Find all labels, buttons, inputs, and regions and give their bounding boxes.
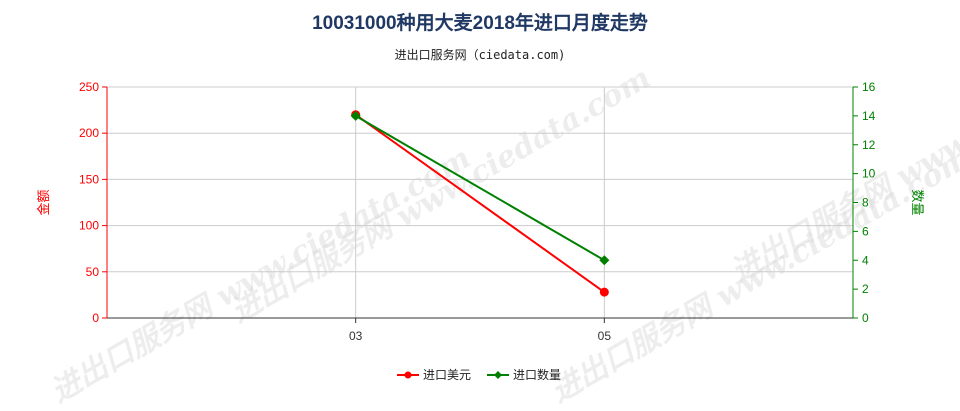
data-point xyxy=(350,110,361,121)
chart-area: 0 50 100 150 200 250 0 2 4 6 8 10 12 14 16 03 05 金额 数量进口美元… xyxy=(36,80,924,382)
chart-title: 10031000种用大麦2018年进口月度走势 xyxy=(312,13,648,34)
data-point xyxy=(599,255,610,266)
y-left-tick-label: 150 xyxy=(79,172,99,186)
legend-marker xyxy=(494,371,502,379)
y-right-tick-label: 6 xyxy=(862,224,869,238)
y-right-tick-label: 10 xyxy=(862,167,876,181)
x-tick-label: 03 xyxy=(349,329,363,343)
y-right-tick-label: 2 xyxy=(862,282,869,296)
y-right-tick-label: 0 xyxy=(862,311,869,325)
y-right-tick-label: 12 xyxy=(862,138,876,152)
legend-label: 进口美元 xyxy=(423,368,471,382)
y-left-tick-label: 0 xyxy=(92,311,99,325)
y-axis-right-title: 数量 xyxy=(909,189,924,215)
legend-marker xyxy=(404,371,412,379)
series-line xyxy=(355,115,605,262)
legend-label: 进口数量 xyxy=(513,367,561,382)
y-left-tick-label: 250 xyxy=(79,80,99,94)
y-right-tick-label: 8 xyxy=(862,196,869,210)
data-point xyxy=(599,287,609,297)
series-line xyxy=(355,113,605,293)
chart-subtitle: 进出口服务网（ciedata.com) xyxy=(394,48,566,62)
y-right-tick-label: 14 xyxy=(862,109,876,123)
y-right-tick-label: 4 xyxy=(862,253,869,267)
y-right-tick-label: 16 xyxy=(862,80,876,94)
y-left-tick-label: 100 xyxy=(79,219,99,233)
y-left-tick-label: 200 xyxy=(79,126,99,140)
x-tick-label: 05 xyxy=(598,329,612,343)
y-left-tick-label: 50 xyxy=(86,265,100,279)
y-axis-left-title: 金额 xyxy=(36,189,52,215)
